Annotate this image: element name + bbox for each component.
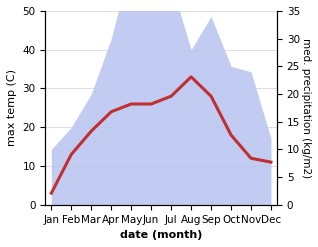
Y-axis label: med. precipitation (kg/m2): med. precipitation (kg/m2) [301, 38, 311, 178]
X-axis label: date (month): date (month) [120, 230, 202, 240]
Y-axis label: max temp (C): max temp (C) [7, 69, 17, 146]
